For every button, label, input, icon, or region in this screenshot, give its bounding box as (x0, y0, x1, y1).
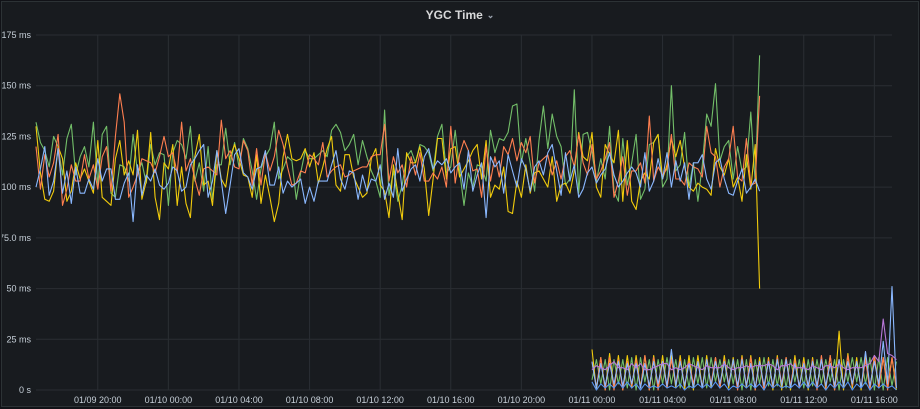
x-tick-label: 01/10 16:00 (427, 395, 475, 405)
series-segment (35, 55, 761, 206)
series-line[interactable] (35, 143, 897, 389)
y-tick-label: 125 ms (2, 131, 31, 141)
x-tick-label: 01/11 00:00 (569, 395, 616, 405)
panel-title[interactable]: YGC Time (425, 8, 483, 22)
grid (36, 34, 892, 391)
y-axis: 0 s 25 ms 50 ms 75.0 ms 100 ms 125 ms 150 ms 17… (2, 30, 31, 395)
series-line[interactable] (591, 381, 897, 391)
series-layer (35, 55, 897, 391)
series-segment (591, 381, 897, 391)
y-tick-label: 100 ms (2, 182, 31, 192)
series-segment (35, 93, 761, 206)
x-tick-label: 01/09 20:00 (74, 395, 122, 405)
x-tick-label: 01/11 08:00 (710, 395, 757, 405)
series-line[interactable] (35, 55, 897, 391)
y-tick-label: 25 ms (6, 334, 31, 344)
chevron-down-icon[interactable]: ⌄ (486, 10, 495, 20)
y-tick-label: 0 s (19, 385, 32, 395)
x-tick-label: 01/10 12:00 (356, 395, 404, 405)
x-tick-label: 01/11 16:00 (851, 395, 898, 405)
x-tick-label: 01/10 04:00 (215, 395, 263, 405)
series-line[interactable] (35, 93, 897, 391)
x-tick-label: 01/10 00:00 (145, 395, 193, 405)
series-line[interactable] (591, 318, 897, 371)
series-segment (35, 126, 761, 289)
y-tick-label: 75.0 ms (2, 233, 31, 243)
x-tick-label: 01/10 20:00 (498, 395, 546, 405)
x-tick-label: 01/11 12:00 (780, 395, 827, 405)
x-tick-label: 01/10 08:00 (286, 395, 334, 405)
y-tick-label: 175 ms (2, 30, 31, 40)
x-tick-label: 01/11 04:00 (639, 395, 686, 405)
y-tick-label: 150 ms (2, 81, 31, 91)
panel-header: YGC Time ⌄ (2, 6, 918, 24)
series-segment (591, 285, 897, 389)
series-segment (35, 143, 761, 223)
y-tick-label: 50 ms (6, 284, 31, 294)
series-segment (591, 318, 897, 371)
x-axis: 01/09 20:00 01/10 00:00 01/10 04:00 01/10 0… (74, 395, 898, 405)
